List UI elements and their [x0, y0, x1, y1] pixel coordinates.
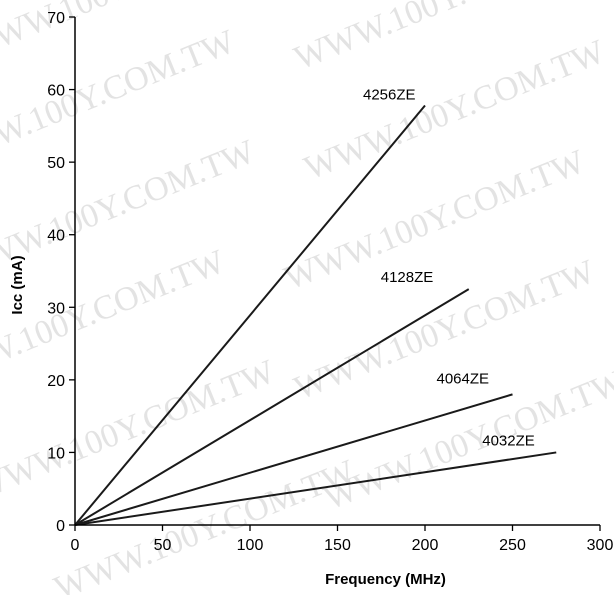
series-label-4256ZE: 4256ZE — [363, 87, 416, 104]
x-tick-label: 300 — [587, 537, 614, 554]
series-label-4128ZE: 4128ZE — [381, 269, 434, 286]
y-tick-label: 40 — [47, 228, 65, 245]
ticks-layer: 0 10 20 30 40 50 60 70 0 50 100 150 200 250 300 — [47, 10, 613, 554]
series-label-4032ZE: 4032ZE — [482, 432, 535, 449]
y-tick-label: 20 — [47, 373, 65, 390]
series-label-4064ZE: 4064ZE — [437, 370, 490, 387]
x-tick-label: 0 — [71, 537, 80, 554]
series-line-4128ZE — [74, 288, 470, 526]
y-tick-label: 50 — [47, 155, 65, 172]
series-line-4064ZE — [74, 393, 513, 526]
x-tick-label: 250 — [499, 537, 526, 554]
watermark-text: WWW.100Y.COM.TW — [0, 243, 231, 398]
x-tick-label: 150 — [324, 537, 351, 554]
y-tick-label: 70 — [47, 10, 65, 27]
series-labels: 4256ZE 4128ZE 4064ZE 4032ZE — [363, 87, 535, 450]
x-tick-label: 200 — [412, 537, 439, 554]
x-tick-label: 50 — [154, 537, 172, 554]
watermark-text: WWW.100Y.COM.TW — [49, 453, 361, 595]
watermark-text: WWW.100Y.COM.TW — [0, 353, 281, 508]
x-axis-title: Frequency (MHz) — [325, 571, 446, 588]
y-tick-label: 30 — [47, 300, 65, 317]
y-tick-label: 60 — [47, 83, 65, 100]
y-axis-title: Icc (mA) — [9, 255, 26, 314]
series-layer — [74, 104, 557, 526]
y-tick-label: 10 — [47, 445, 65, 462]
y-tick-label: 0 — [56, 518, 65, 535]
x-tick-label: 100 — [237, 537, 264, 554]
series-line-4256ZE — [74, 104, 426, 526]
series-line-4032ZE — [74, 451, 557, 526]
